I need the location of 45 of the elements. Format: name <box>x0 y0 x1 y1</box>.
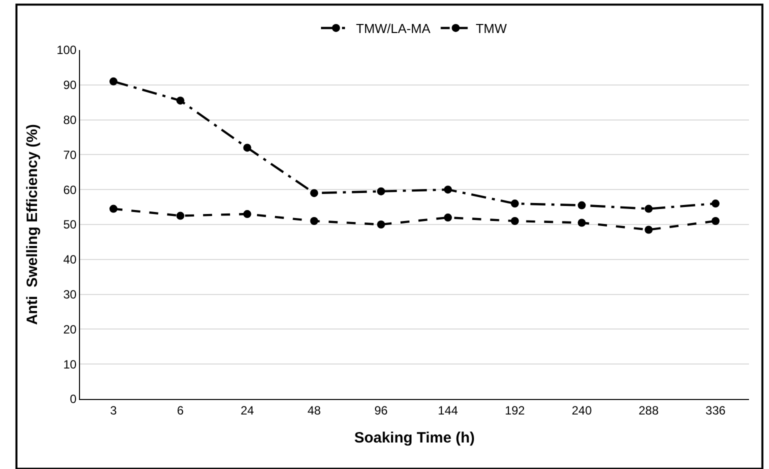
point <box>712 200 720 208</box>
point <box>712 217 720 226</box>
y-tick-label: 10 <box>63 357 77 372</box>
point <box>510 200 519 208</box>
x-tick-label: 24 <box>240 403 254 418</box>
point <box>444 214 452 222</box>
x-tick-label: 3 <box>110 403 118 418</box>
y-tick-label: 70 <box>63 148 77 162</box>
point <box>510 217 519 226</box>
point <box>444 186 452 194</box>
x-tick-label: 144 <box>438 403 458 418</box>
point <box>377 187 386 196</box>
point <box>176 212 184 220</box>
point <box>243 210 252 218</box>
x-tick-label: 6 <box>177 403 184 418</box>
y-tick-label: 80 <box>63 113 77 127</box>
point <box>310 189 318 198</box>
point <box>310 217 318 226</box>
x-tick-label: 336 <box>706 403 726 418</box>
y-tick-label: 0 <box>70 392 77 406</box>
y-tick-label: 40 <box>63 252 77 267</box>
x-tick-label: 288 <box>638 403 659 418</box>
x-tick-label: 96 <box>374 403 388 418</box>
point <box>109 77 118 86</box>
point <box>644 226 653 234</box>
point <box>109 204 118 213</box>
y-tick-label: 30 <box>63 288 77 302</box>
y-axis-title: Anti Swelling Efficiency (%) <box>24 124 41 325</box>
legend-label: TMW/LA-MA <box>356 21 431 36</box>
y-tick-label: 90 <box>63 78 77 92</box>
x-tick-label: 192 <box>504 403 526 418</box>
y-tick-label: 20 <box>63 322 77 336</box>
x-tick-label: 48 <box>307 403 322 418</box>
y-tick-label: 50 <box>63 218 77 232</box>
point <box>377 220 386 228</box>
point <box>578 201 586 210</box>
x-tick-label: 240 <box>572 403 592 418</box>
point <box>644 204 653 213</box>
legend-label: TMW <box>476 21 508 36</box>
x-axis-title: Soaking Time (h) <box>354 429 475 446</box>
y-tick-label: 60 <box>63 182 77 197</box>
point <box>578 218 586 227</box>
point <box>176 96 184 105</box>
point <box>243 144 252 152</box>
y-tick-label: 100 <box>56 43 77 58</box>
